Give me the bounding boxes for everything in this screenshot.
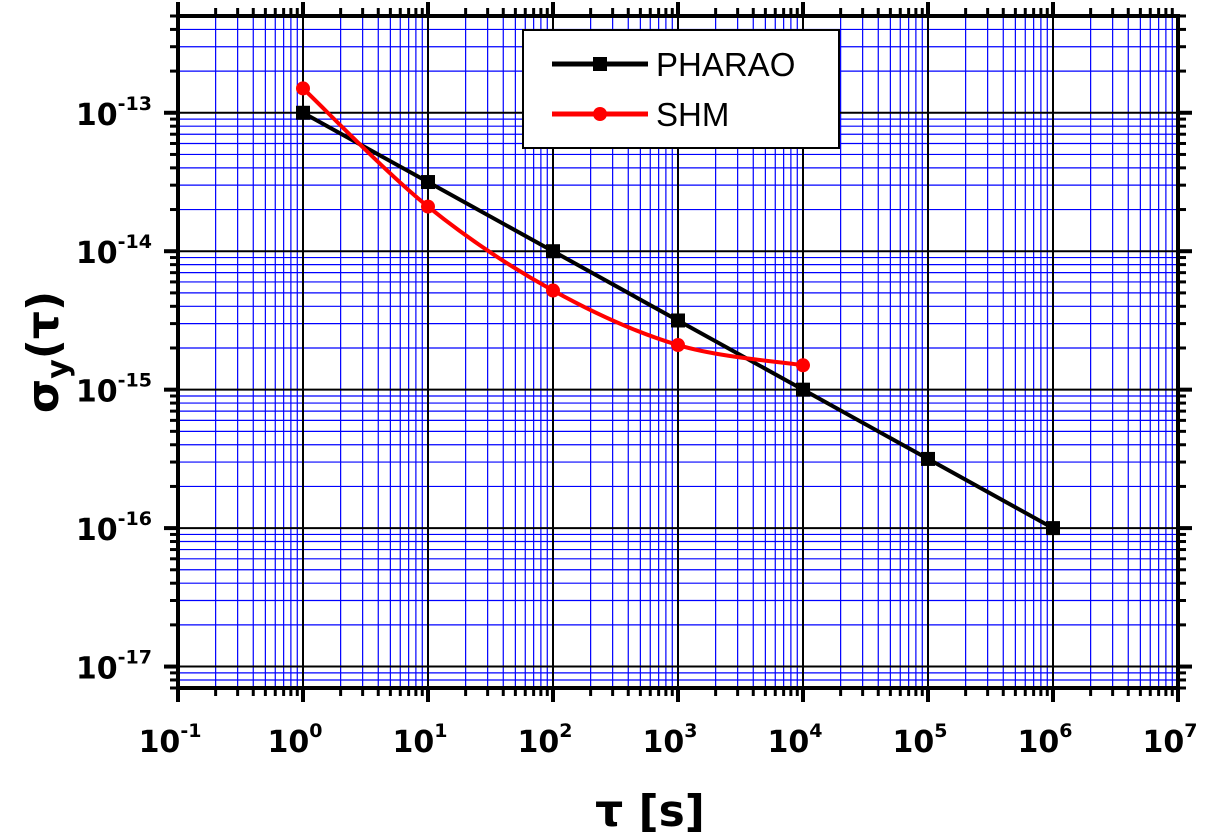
legend-label-pharao: PHARAO (656, 46, 795, 83)
data-point-shm (671, 338, 685, 353)
legend-marker-shm (593, 107, 607, 121)
x-tick-label: 100 (268, 720, 323, 760)
y-tick-label: 10-15 (76, 370, 152, 410)
legend: PHARAO SHM (522, 29, 840, 149)
data-point-pharao (1046, 521, 1060, 536)
x-tick-label: 105 (893, 720, 948, 760)
plot-frame (176, 14, 1180, 690)
data-point-pharao (421, 175, 435, 190)
y-tick-label: 10-13 (76, 93, 152, 133)
x-axis-title: τ [s] (595, 786, 705, 837)
y-tick-label: 10-17 (76, 647, 152, 687)
x-tick-label: 104 (768, 720, 823, 760)
data-point-shm (546, 283, 560, 298)
x-tick-label: 102 (518, 720, 573, 760)
x-tick-label: 106 (1018, 720, 1073, 760)
data-point-shm (796, 358, 810, 373)
data-point-pharao (546, 244, 560, 259)
data-point-pharao (796, 382, 810, 397)
x-tick-label: 10-1 (139, 720, 202, 760)
legend-box (522, 29, 840, 149)
x-tick-label: 103 (643, 720, 698, 760)
data-point-shm (296, 81, 310, 96)
legend-marker-pharao (593, 57, 607, 71)
data-point-pharao (296, 105, 310, 120)
data-point-pharao (671, 313, 685, 328)
y-tick-label: 10-14 (76, 231, 152, 271)
data-point-pharao (921, 451, 935, 466)
y-tick-label: 10-16 (76, 508, 152, 548)
x-tick-label: 107 (1143, 720, 1198, 760)
y-axis-title: σy(τ) (18, 291, 76, 413)
legend-label-shm: SHM (656, 96, 729, 133)
data-point-shm (421, 199, 435, 214)
x-tick-label: 101 (393, 720, 448, 760)
